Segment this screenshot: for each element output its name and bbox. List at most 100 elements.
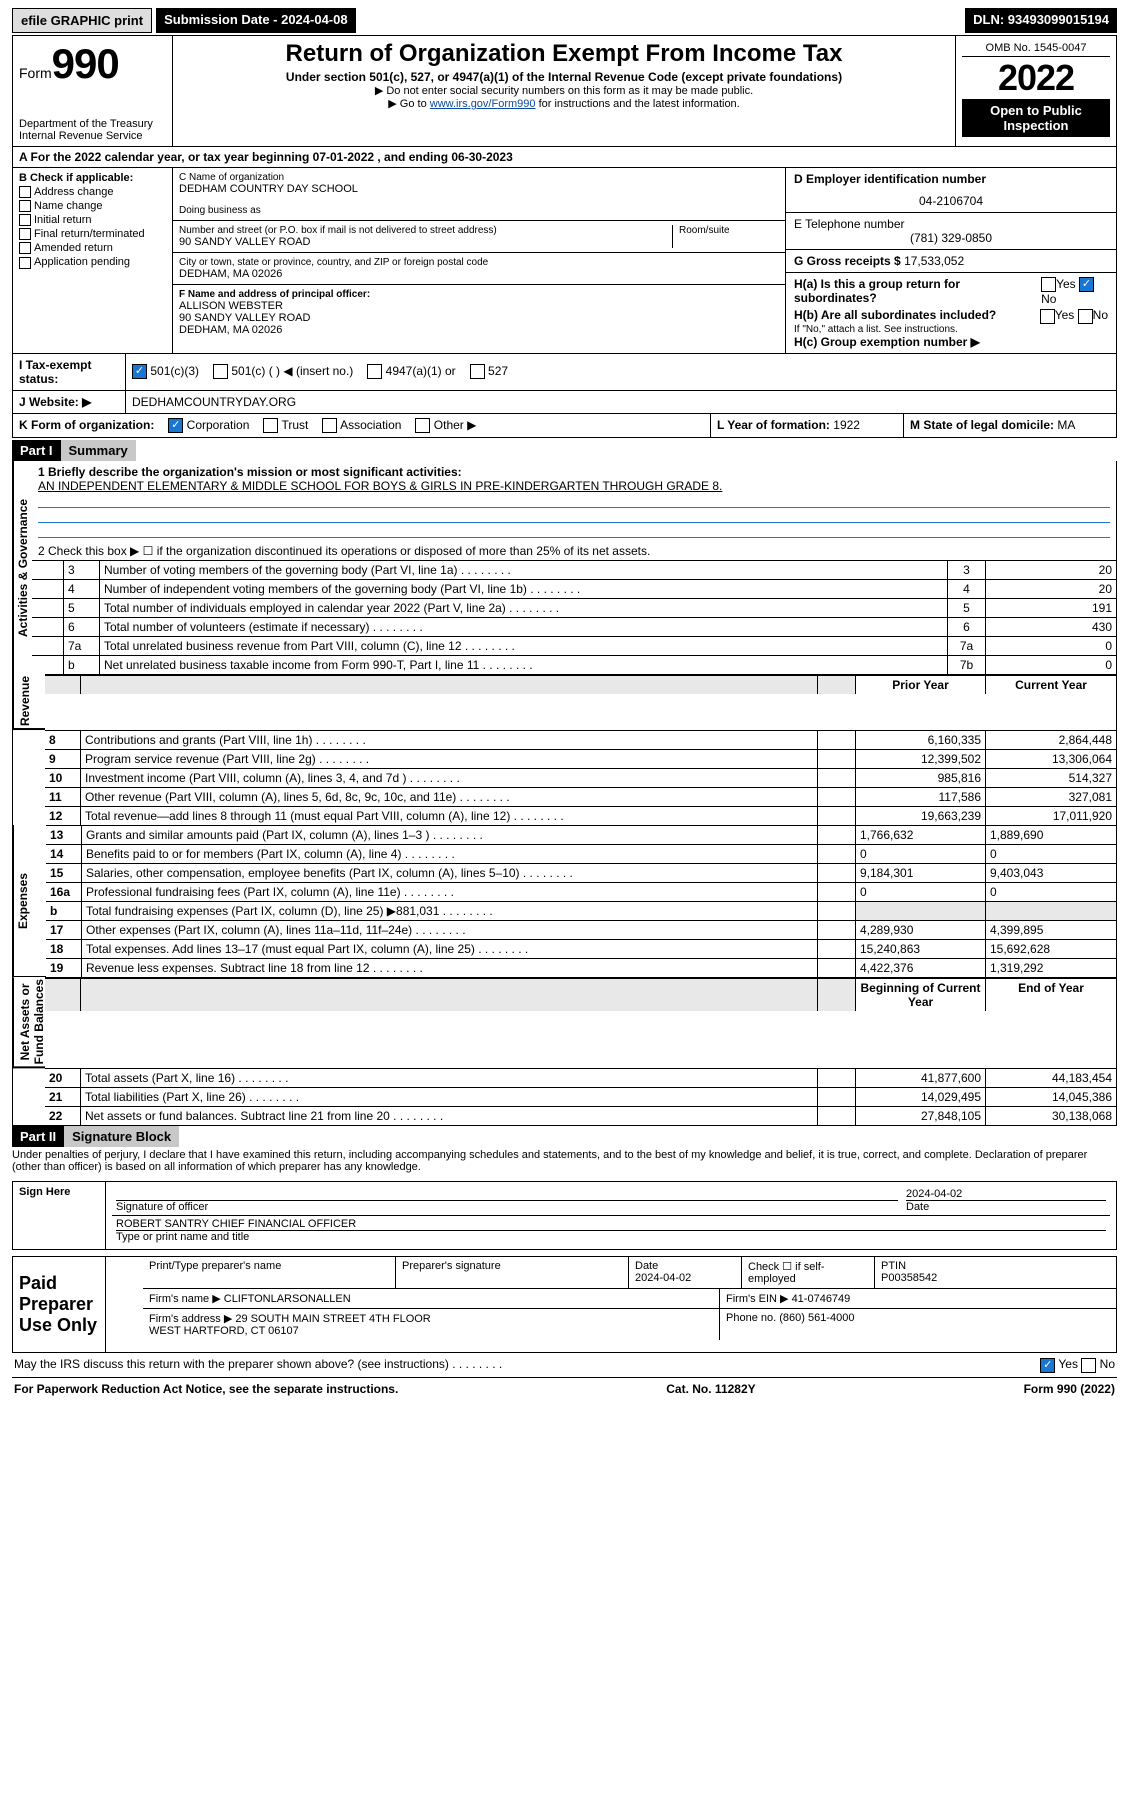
discuss-no[interactable] [1081, 1358, 1096, 1373]
gov-row: 7aTotal unrelated business revenue from … [32, 636, 1116, 655]
open-to-public: Open to Public Inspection [962, 99, 1110, 137]
check-corp[interactable]: ✓ [168, 418, 183, 433]
gov-row: 6Total number of volunteers (estimate if… [32, 617, 1116, 636]
form-note2: ▶ Go to www.irs.gov/Form990 for instruct… [179, 97, 949, 110]
website-value: DEDHAMCOUNTRYDAY.ORG [126, 391, 1116, 413]
firm-phone-label: Phone no. [726, 1312, 776, 1324]
row-k-label: K Form of organization: [19, 418, 154, 432]
paid-preparer-block: Paid Preparer Use Only Print/Type prepar… [12, 1256, 1117, 1353]
col-current: Current Year [986, 674, 1116, 694]
checkbox-application-pending[interactable] [19, 257, 31, 269]
check-501c3[interactable]: ✓ [132, 364, 147, 379]
row-k: K Form of organization: ✓ Corporation Tr… [13, 413, 1116, 437]
firm-addr-label: Firm's address ▶ [149, 1313, 232, 1325]
check-527[interactable] [470, 364, 485, 379]
submission-date: Submission Date - 2024-04-08 [156, 8, 356, 33]
part-1: Part ISummary [12, 440, 1117, 461]
check-4947[interactable] [367, 364, 382, 379]
net-row: 21Total liabilities (Part X, line 26)14,… [13, 1087, 1116, 1106]
hb-label: H(b) Are all subordinates included? [794, 308, 996, 323]
part2-title: Signature Block [64, 1126, 179, 1147]
vlabel-net: Net Assets or Fund Balances [13, 977, 45, 1068]
gov-row: bNet unrelated business taxable income f… [32, 655, 1116, 674]
expense-row: 16aProfessional fundraising fees (Part I… [46, 882, 1116, 901]
col-header-row: Revenue Prior Year Current Year [13, 674, 1116, 730]
irs-link[interactable]: www.irs.gov/Form990 [430, 98, 536, 110]
checkbox-name-change[interactable] [19, 200, 31, 212]
row-a-tax-year: A For the 2022 calendar year, or tax yea… [13, 146, 1116, 167]
efile-label[interactable]: efile GRAPHIC print [12, 8, 152, 33]
date-label: Date [906, 1200, 1106, 1213]
officer-name-title: ROBERT SANTRY CHIEF FINANCIAL OFFICER [116, 1218, 1106, 1230]
org-city: DEDHAM, MA 02026 [179, 268, 779, 280]
ha-yes[interactable] [1041, 277, 1056, 292]
footer-left: For Paperwork Reduction Act Notice, see … [14, 1382, 398, 1396]
ha-label: H(a) Is this a group return for subordin… [794, 277, 1041, 306]
vlabel-expenses: Expenses [13, 825, 46, 977]
check-b-column: B Check if applicable: Address change Na… [13, 168, 173, 353]
form-header: Form990 Department of the Treasury Inter… [12, 35, 1117, 438]
prep-check-self: Check ☐ if self-employed [742, 1257, 875, 1288]
vlabel-revenue: Revenue [13, 674, 45, 730]
vlabel-governance: Activities & Governance [13, 461, 32, 674]
expense-row: 17Other expenses (Part IX, column (A), l… [46, 920, 1116, 939]
firm-ein: 41-0746749 [792, 1293, 851, 1305]
tax-year: 2022 [962, 57, 1110, 99]
hb-note: If "No," attach a list. See instructions… [794, 324, 1108, 335]
signature-block: Sign Here Signature of officer 2024-04-0… [12, 1181, 1117, 1250]
state-domicile: MA [1057, 418, 1075, 432]
dba-label: Doing business as [179, 205, 779, 216]
check-other[interactable] [415, 418, 430, 433]
net-row: 22Net assets or fund balances. Subtract … [13, 1106, 1116, 1125]
org-name-label: C Name of organization [179, 172, 779, 183]
year-box: OMB No. 1545-0047 2022 Open to Public In… [956, 36, 1116, 146]
footer-mid: Cat. No. 11282Y [666, 1382, 755, 1396]
revenue-row: 10Investment income (Part VIII, column (… [13, 768, 1116, 787]
ha-no[interactable]: ✓ [1079, 277, 1094, 292]
ein-value: 04-2106704 [794, 186, 1108, 208]
check-b-label: B Check if applicable: [19, 172, 166, 184]
form-number-cell: Form990 Department of the Treasury Inter… [13, 36, 173, 146]
phone-value: (781) 329-0850 [794, 231, 1108, 245]
sig-date: 2024-04-02 [906, 1188, 1106, 1200]
part2-header: Part II [12, 1126, 64, 1147]
checkbox-initial-return[interactable] [19, 214, 31, 226]
gov-row: 4Number of independent voting members of… [32, 579, 1116, 598]
footer: For Paperwork Reduction Act Notice, see … [12, 1378, 1117, 1400]
net-row: 20Total assets (Part X, line 16)41,877,6… [13, 1068, 1116, 1087]
part1-body: Activities & Governance 1 Briefly descri… [12, 461, 1117, 1126]
expense-row: 14Benefits paid to or for members (Part … [46, 844, 1116, 863]
check-assoc[interactable] [322, 418, 337, 433]
checkbox-address-change[interactable] [19, 186, 31, 198]
check-501c[interactable] [213, 364, 228, 379]
revenue-row: 11Other revenue (Part VIII, column (A), … [13, 787, 1116, 806]
part1-title: Summary [61, 440, 136, 461]
header-title-cell: Return of Organization Exempt From Incom… [173, 36, 956, 146]
hb-no[interactable] [1078, 309, 1093, 324]
sig-officer-label: Signature of officer [116, 1200, 898, 1213]
gross-value: 17,533,052 [904, 254, 964, 268]
dept-label: Department of the Treasury Internal Reve… [19, 118, 166, 142]
room-label: Room/suite [672, 225, 779, 248]
checkbox-amended[interactable] [19, 242, 31, 254]
check-trust[interactable] [263, 418, 278, 433]
footer-right: Form 990 (2022) [1024, 1382, 1115, 1396]
discuss-yes[interactable]: ✓ [1040, 1358, 1055, 1373]
checkbox-final-return[interactable] [19, 228, 31, 240]
paid-preparer-label: Paid Preparer Use Only [13, 1257, 106, 1352]
ein-label: D Employer identification number [794, 172, 1108, 186]
officer-label: F Name and address of principal officer: [179, 289, 779, 300]
org-name: DEDHAM COUNTRY DAY SCHOOL [179, 183, 779, 195]
part1-header: Part I [12, 440, 61, 461]
firm-ein-label: Firm's EIN ▶ [726, 1293, 789, 1305]
q1-label: 1 Briefly describe the organization's mi… [38, 465, 1110, 479]
form-number: 990 [52, 40, 119, 87]
part-2: Part IISignature Block [12, 1126, 1117, 1147]
year-formed: 1922 [833, 418, 860, 432]
ptin-value: P00358542 [881, 1272, 937, 1284]
org-address: 90 SANDY VALLEY ROAD [179, 236, 672, 248]
prep-sig-hdr: Preparer's signature [396, 1257, 629, 1288]
h-questions: H(a) Is this a group return for subordin… [786, 273, 1116, 353]
hb-yes[interactable] [1040, 309, 1055, 324]
firm-phone: (860) 561-4000 [779, 1312, 854, 1324]
